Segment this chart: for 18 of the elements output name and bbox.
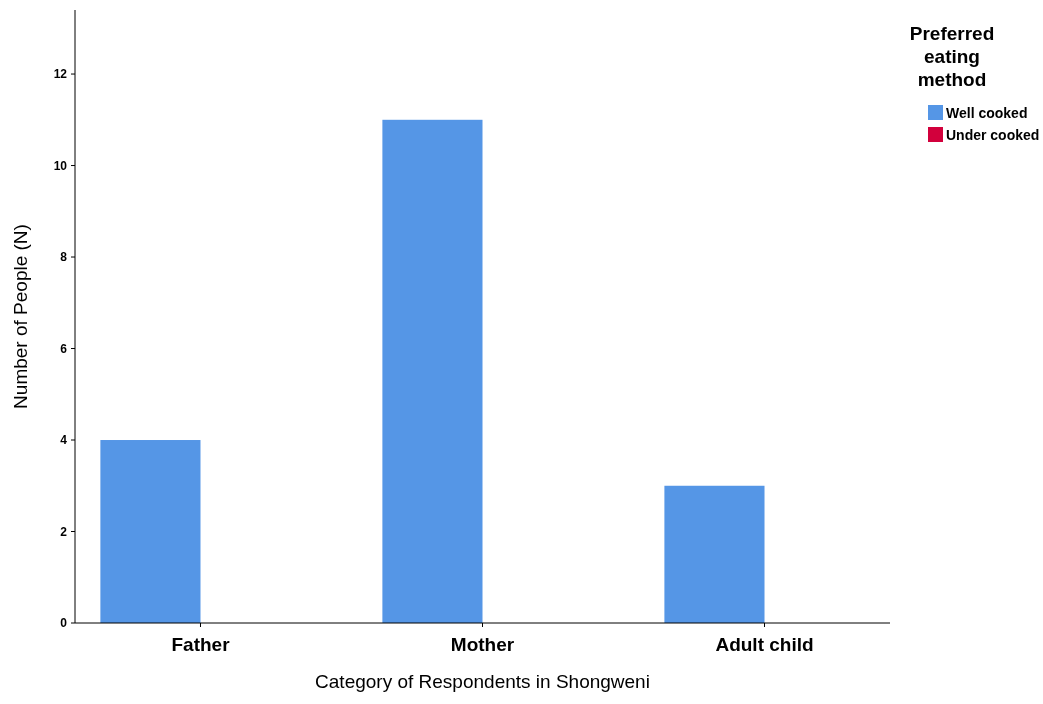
legend-label: Well cooked bbox=[946, 105, 1028, 121]
y-tick-label: 0 bbox=[60, 616, 68, 631]
x-axis-title: Category of Respondents in Shongweni bbox=[315, 671, 650, 692]
bar bbox=[382, 119, 483, 623]
x-tick-label: Father bbox=[171, 634, 231, 655]
y-tick-label: 6 bbox=[60, 341, 68, 356]
x-tick-label: Adult child bbox=[715, 634, 814, 655]
bar bbox=[100, 440, 201, 623]
y-tick-label: 2 bbox=[60, 524, 68, 539]
y-tick-label: 12 bbox=[53, 67, 68, 82]
legend-title: Preferred eating method bbox=[909, 23, 995, 90]
legend-label: Under cooked bbox=[946, 127, 1040, 143]
x-tick-label: Mother bbox=[450, 634, 515, 655]
y-tick-label: 10 bbox=[53, 158, 68, 173]
y-tick-label: 8 bbox=[60, 250, 68, 265]
y-tick-label: 4 bbox=[60, 433, 68, 448]
y-axis-title: Number of People (N) bbox=[10, 224, 31, 409]
bar bbox=[664, 485, 765, 623]
